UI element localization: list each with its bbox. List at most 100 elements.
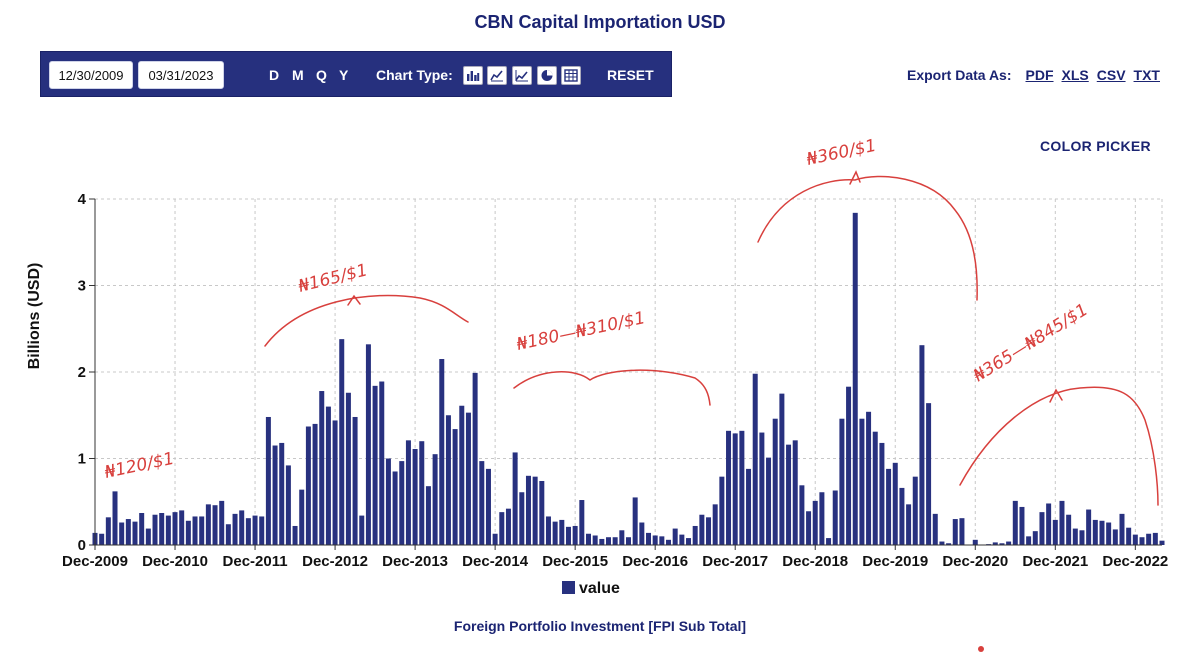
- bar[interactable]: [392, 471, 398, 545]
- bar[interactable]: [612, 537, 618, 545]
- bar[interactable]: [365, 344, 371, 545]
- bar[interactable]: [479, 461, 485, 545]
- bar[interactable]: [1159, 540, 1165, 545]
- bar[interactable]: [125, 519, 131, 545]
- bar[interactable]: [626, 537, 631, 545]
- bar[interactable]: [839, 418, 845, 545]
- bar[interactable]: [99, 533, 105, 545]
- bar[interactable]: [405, 440, 411, 545]
- bar[interactable]: [1146, 533, 1152, 545]
- bar[interactable]: [832, 490, 838, 546]
- bar[interactable]: [385, 458, 391, 546]
- bar[interactable]: [219, 500, 225, 545]
- area-chart-icon[interactable]: [512, 66, 532, 85]
- bar[interactable]: [225, 524, 231, 545]
- bar[interactable]: [512, 452, 518, 545]
- start-date-input[interactable]: 12/30/2009: [49, 61, 133, 89]
- bar[interactable]: [859, 418, 865, 545]
- bar[interactable]: [572, 525, 578, 545]
- bar[interactable]: [252, 515, 258, 545]
- bar[interactable]: [559, 519, 565, 545]
- bar[interactable]: [872, 431, 878, 545]
- bar[interactable]: [1092, 519, 1098, 545]
- bar[interactable]: [886, 468, 892, 545]
- bar[interactable]: [445, 415, 451, 545]
- bar[interactable]: [532, 476, 538, 545]
- bar[interactable]: [992, 542, 998, 545]
- bar[interactable]: [632, 497, 638, 545]
- bar[interactable]: [412, 448, 418, 545]
- bar[interactable]: [932, 513, 938, 545]
- export-pdf-link[interactable]: PDF: [1025, 67, 1054, 83]
- bar[interactable]: [1066, 514, 1072, 545]
- bar[interactable]: [719, 476, 725, 545]
- bar[interactable]: [159, 513, 165, 545]
- bar[interactable]: [866, 411, 872, 545]
- bar[interactable]: [292, 525, 298, 545]
- bar[interactable]: [452, 429, 458, 545]
- bar[interactable]: [1039, 512, 1045, 545]
- bar[interactable]: [946, 543, 952, 545]
- frequency-daily-button[interactable]: D: [269, 67, 280, 83]
- bar[interactable]: [766, 457, 772, 545]
- bar[interactable]: [1072, 528, 1078, 545]
- bar[interactable]: [1132, 534, 1138, 545]
- bar[interactable]: [806, 511, 812, 545]
- frequency-monthly-button[interactable]: M: [292, 67, 304, 83]
- bar[interactable]: [192, 516, 198, 545]
- bar[interactable]: [419, 441, 425, 545]
- bar[interactable]: [152, 514, 158, 545]
- bar[interactable]: [679, 534, 685, 545]
- bar[interactable]: [185, 520, 191, 545]
- bar[interactable]: [926, 403, 932, 545]
- bar[interactable]: [372, 385, 378, 545]
- bar[interactable]: [952, 519, 958, 545]
- bar[interactable]: [699, 514, 705, 545]
- bar[interactable]: [605, 537, 611, 545]
- bar[interactable]: [1006, 541, 1012, 545]
- bar[interactable]: [552, 521, 558, 545]
- bar[interactable]: [505, 508, 511, 545]
- bar[interactable]: [272, 445, 278, 545]
- bar[interactable]: [826, 538, 832, 545]
- bar[interactable]: [752, 373, 758, 545]
- bar[interactable]: [1019, 506, 1025, 545]
- bar[interactable]: [1099, 520, 1105, 545]
- bar[interactable]: [672, 528, 678, 545]
- bar[interactable]: [259, 516, 265, 545]
- bar[interactable]: [1059, 500, 1065, 545]
- bar[interactable]: [585, 533, 591, 545]
- bar[interactable]: [325, 406, 331, 545]
- bar[interactable]: [592, 535, 598, 545]
- bar[interactable]: [439, 359, 445, 545]
- bar[interactable]: [212, 505, 218, 545]
- bar[interactable]: [1152, 532, 1158, 545]
- bar[interactable]: [319, 391, 325, 545]
- frequency-quarterly-button[interactable]: Q: [316, 67, 327, 83]
- bar[interactable]: [1012, 500, 1018, 545]
- bar[interactable]: [432, 454, 438, 545]
- bar[interactable]: [579, 500, 585, 545]
- line-chart-icon[interactable]: [487, 66, 507, 85]
- bar[interactable]: [959, 518, 965, 545]
- bar-chart-icon[interactable]: [463, 66, 483, 85]
- bar[interactable]: [999, 543, 1005, 545]
- bar[interactable]: [205, 504, 211, 545]
- bar[interactable]: [652, 535, 658, 545]
- bar[interactable]: [819, 492, 825, 545]
- bar[interactable]: [425, 486, 431, 545]
- bar[interactable]: [379, 381, 385, 545]
- bar[interactable]: [646, 532, 652, 545]
- bar[interactable]: [485, 468, 491, 545]
- bar[interactable]: [239, 510, 245, 545]
- bar[interactable]: [732, 433, 738, 545]
- bar[interactable]: [172, 512, 178, 545]
- bar[interactable]: [712, 504, 718, 545]
- bar[interactable]: [706, 517, 712, 545]
- bar[interactable]: [1079, 530, 1085, 545]
- bar[interactable]: [892, 462, 898, 545]
- reset-button[interactable]: RESET: [607, 67, 654, 83]
- bar[interactable]: [285, 465, 291, 545]
- bar[interactable]: [786, 444, 792, 545]
- bar[interactable]: [666, 539, 672, 545]
